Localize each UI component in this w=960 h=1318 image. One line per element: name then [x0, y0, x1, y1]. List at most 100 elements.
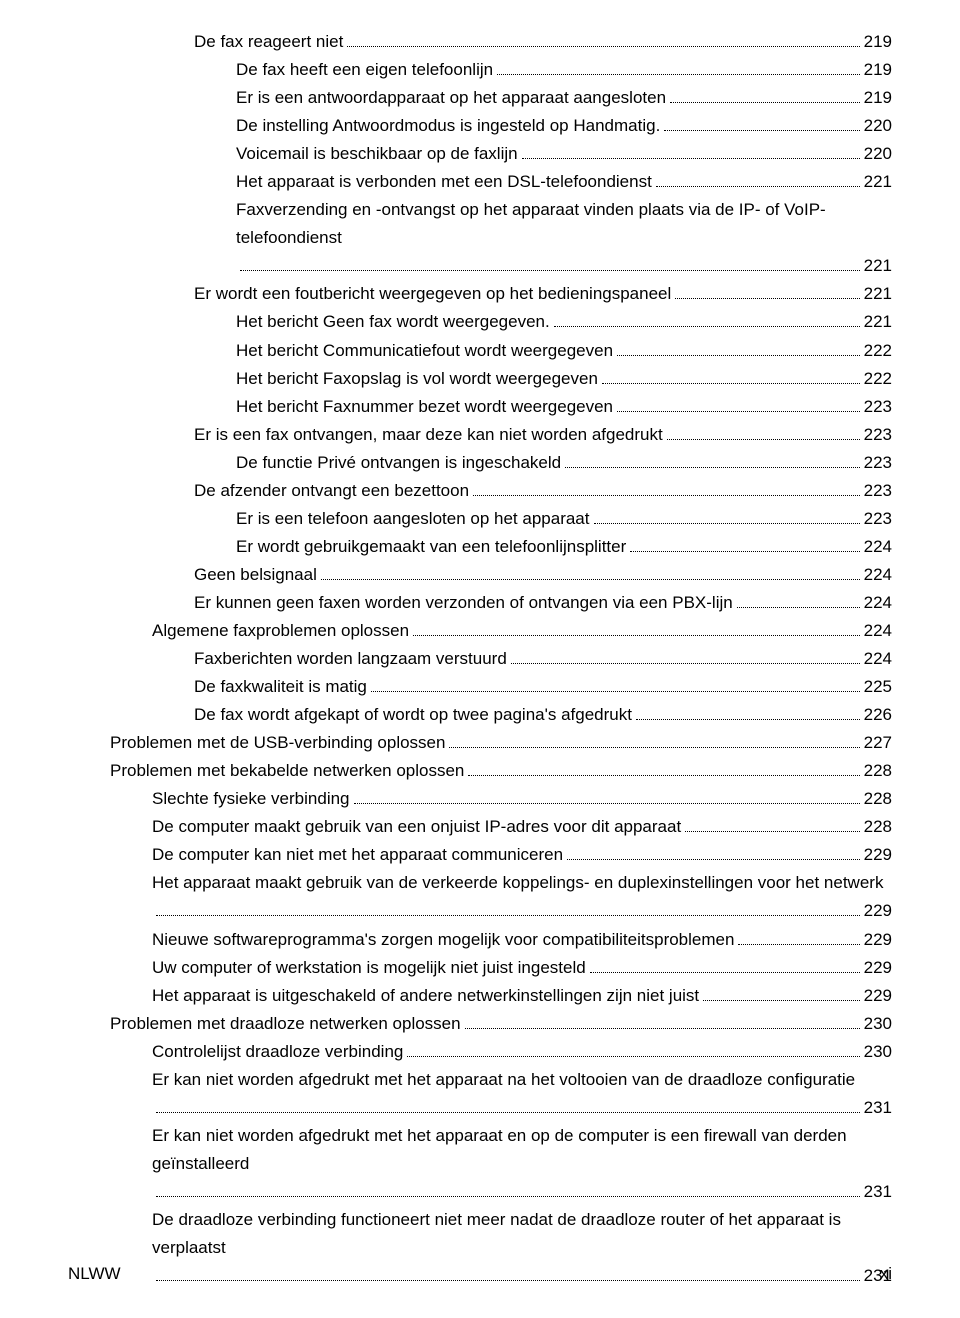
toc-label: Voicemail is beschikbaar op de faxlijn [236, 140, 518, 168]
toc-page-number: 219 [864, 84, 892, 112]
toc-page-number: 220 [864, 112, 892, 140]
toc-page-number: 219 [864, 28, 892, 56]
toc-entry: Faxberichten worden langzaam verstuurd 22… [68, 645, 892, 673]
toc-entry: De fax reageert niet 219 [68, 28, 892, 56]
toc-leader-dots [371, 679, 860, 692]
toc-page-number: 227 [864, 729, 892, 757]
toc-page-number: 229 [864, 841, 892, 869]
toc-page-number: 229 [864, 954, 892, 982]
toc-leader-dots [670, 90, 860, 103]
toc-entry: Faxverzending en -ontvangst op het appar… [68, 196, 892, 280]
toc-entry: Het apparaat is verbonden met een DSL-te… [68, 168, 892, 196]
toc-entry: Er kan niet worden afgedrukt met het app… [68, 1066, 892, 1122]
toc-entry: Er wordt gebruikgemaakt van een telefoon… [68, 533, 892, 561]
toc-leader-dots [407, 1044, 859, 1057]
toc-leader-dots [738, 932, 859, 945]
toc-entry: Er is een antwoordapparaat op het appara… [68, 84, 892, 112]
toc-entry: Het bericht Faxopslag is vol wordt weerg… [68, 365, 892, 393]
toc-leader-dots [354, 791, 860, 804]
toc-leader-dots [630, 539, 859, 552]
toc-label: Er is een telefoon aangesloten op het ap… [236, 505, 590, 533]
toc-label: Er wordt een foutbericht weergegeven op … [194, 280, 671, 308]
toc-page-number: 226 [864, 701, 892, 729]
table-of-contents: De fax reageert niet 219De fax heeft een … [68, 28, 892, 1290]
toc-page-number: 224 [864, 561, 892, 589]
toc-entry: De computer maakt gebruik van een onjuis… [68, 813, 892, 841]
toc-leader-dots [667, 427, 860, 440]
toc-label: Het apparaat is verbonden met een DSL-te… [236, 168, 652, 196]
toc-page-number: 224 [864, 617, 892, 645]
toc-entry: De instelling Antwoordmodus is ingesteld… [68, 112, 892, 140]
toc-entry: Problemen met bekabelde netwerken oploss… [68, 757, 892, 785]
toc-label: Het bericht Faxnummer bezet wordt weerge… [236, 393, 613, 421]
toc-leader-dots [156, 904, 860, 917]
toc-page-number: 229 [864, 926, 892, 954]
toc-entry: De computer kan niet met het apparaat co… [68, 841, 892, 869]
toc-leader-dots [156, 1184, 860, 1197]
toc-entry: De fax heeft een eigen telefoonlijn219 [68, 56, 892, 84]
toc-page-number: 228 [864, 785, 892, 813]
toc-page-number: 230 [864, 1010, 892, 1038]
toc-leader-dots [594, 511, 860, 524]
toc-label: Er is een fax ontvangen, maar deze kan n… [194, 421, 663, 449]
toc-leader-dots [703, 988, 859, 1001]
toc-page-number: 228 [864, 757, 892, 785]
toc-label: Het apparaat maakt gebruik van de verkee… [152, 873, 883, 892]
toc-label: Er kan niet worden afgedrukt met het app… [152, 1126, 847, 1173]
toc-page-number: 222 [864, 365, 892, 393]
toc-label: De instelling Antwoordmodus is ingesteld… [236, 112, 660, 140]
footer-right: xi [880, 1264, 892, 1284]
toc-label: Uw computer of werkstation is mogelijk n… [152, 954, 586, 982]
toc-entry: De fax wordt afgekapt of wordt op twee p… [68, 701, 892, 729]
toc-label: Controlelijst draadloze verbinding [152, 1038, 403, 1066]
toc-page-number: 222 [864, 337, 892, 365]
toc-label: De afzender ontvangt een bezettoon [194, 477, 469, 505]
toc-entry: Algemene faxproblemen oplossen224 [68, 617, 892, 645]
footer-left: NLWW [68, 1264, 121, 1284]
toc-label: Er kan niet worden afgedrukt met het app… [152, 1070, 855, 1089]
toc-page-number: 229 [864, 982, 892, 1010]
toc-entry: Controlelijst draadloze verbinding 230 [68, 1038, 892, 1066]
toc-page-number: 224 [864, 645, 892, 673]
toc-leader-dots [675, 287, 859, 300]
toc-entry: Het bericht Geen fax wordt weergegeven.2… [68, 308, 892, 336]
toc-entry: Het apparaat is uitgeschakeld of andere … [68, 982, 892, 1010]
toc-page-number: 219 [864, 56, 892, 84]
toc-leader-dots [321, 567, 860, 580]
toc-entry: Uw computer of werkstation is mogelijk n… [68, 954, 892, 982]
toc-label: Geen belsignaal [194, 561, 317, 589]
toc-leader-dots [737, 595, 860, 608]
toc-leader-dots [473, 483, 860, 496]
toc-entry: Voicemail is beschikbaar op de faxlijn 22… [68, 140, 892, 168]
toc-label: Faxberichten worden langzaam verstuurd [194, 645, 507, 673]
toc-page-number: 230 [864, 1038, 892, 1066]
toc-entry: Er is een telefoon aangesloten op het ap… [68, 505, 892, 533]
toc-label: Het bericht Communicatiefout wordt weerg… [236, 337, 613, 365]
toc-leader-dots [685, 819, 859, 832]
toc-leader-dots [468, 763, 859, 776]
toc-label: Er wordt gebruikgemaakt van een telefoon… [236, 533, 626, 561]
toc-leader-dots [522, 146, 860, 159]
toc-page-number: 221 [864, 280, 892, 308]
toc-page-number: 224 [864, 589, 892, 617]
toc-entry: Er kunnen geen faxen worden verzonden of… [68, 589, 892, 617]
toc-entry: Nieuwe softwareprogramma's zorgen mogeli… [68, 926, 892, 954]
toc-leader-dots [497, 62, 860, 75]
toc-page-number: 221 [864, 308, 892, 336]
toc-leader-dots [156, 1100, 860, 1113]
toc-label: Het bericht Faxopslag is vol wordt weerg… [236, 365, 598, 393]
toc-page-number: 223 [864, 505, 892, 533]
toc-entry: Er kan niet worden afgedrukt met het app… [68, 1122, 892, 1206]
toc-label: De draadloze verbinding functioneert nie… [152, 1210, 841, 1257]
page-footer: NLWW xi [68, 1264, 892, 1284]
toc-page-number: 229 [864, 897, 892, 925]
toc-label: De fax reageert niet [194, 28, 343, 56]
toc-leader-dots [636, 707, 860, 720]
toc-leader-dots [565, 455, 860, 468]
toc-label: Problemen met de USB-verbinding oplossen [110, 729, 445, 757]
toc-page-number: 223 [864, 393, 892, 421]
toc-page-number: 220 [864, 140, 892, 168]
toc-page-number: 225 [864, 673, 892, 701]
toc-leader-dots [449, 735, 859, 748]
toc-leader-dots [554, 315, 860, 328]
